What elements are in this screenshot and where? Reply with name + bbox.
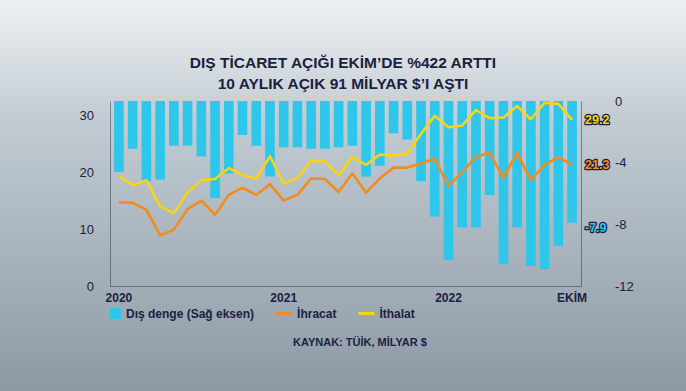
tick-label: 0 bbox=[87, 279, 94, 294]
tick: -12 bbox=[581, 279, 634, 294]
legend-label: Dış denge (Sağ eksen) bbox=[126, 307, 254, 321]
bar bbox=[142, 101, 152, 181]
tick-label: EKİM bbox=[557, 290, 587, 305]
tick-label: 20 bbox=[80, 165, 94, 180]
bar bbox=[334, 101, 344, 147]
legend-item: Dış denge (Sağ eksen) bbox=[110, 307, 254, 321]
bar bbox=[279, 101, 289, 147]
tick-label: 2021 bbox=[270, 291, 297, 305]
title: DIŞ TİCARET AÇIĞI EKİM’DE %422 ARTTI bbox=[190, 54, 496, 71]
axis-line bbox=[110, 102, 111, 287]
axis-line bbox=[581, 102, 582, 287]
data-label: 21.3 bbox=[585, 158, 609, 172]
tick-label: 30 bbox=[80, 108, 94, 123]
bar bbox=[540, 101, 550, 269]
subtitle: 10 AYLIK AÇIK 91 MİLYAR $’I AŞTI bbox=[218, 75, 469, 92]
bar bbox=[128, 101, 138, 149]
legend-label: İthalat bbox=[379, 306, 414, 321]
bar bbox=[348, 101, 358, 146]
legend-swatch bbox=[358, 312, 374, 315]
axis-line bbox=[111, 286, 582, 287]
tick-label: 10 bbox=[80, 222, 94, 237]
tick: 2021 bbox=[270, 286, 297, 305]
y-axis: 0 10 20 30 bbox=[80, 102, 111, 294]
bar bbox=[499, 101, 509, 264]
bars bbox=[114, 101, 577, 269]
tick: 30 bbox=[80, 108, 110, 123]
tick: 10 bbox=[80, 222, 110, 237]
line bbox=[119, 103, 572, 213]
tick-label: -4 bbox=[615, 155, 627, 170]
chart: DIŞ TİCARET AÇIĞI EKİM’DE %422 ARTTI 10 A… bbox=[0, 0, 686, 391]
plot-area bbox=[114, 101, 577, 269]
source: KAYNAK: TÜİK, MİLYAR $ bbox=[293, 336, 427, 348]
tick-label: 2022 bbox=[435, 291, 462, 305]
tick: 0 bbox=[581, 94, 622, 109]
tick: 20 bbox=[80, 165, 110, 180]
data-label: 29.2 bbox=[585, 113, 609, 127]
legend-swatch bbox=[276, 312, 292, 315]
bar bbox=[320, 101, 330, 149]
data-label: -7.9 bbox=[585, 221, 607, 235]
bar bbox=[183, 101, 193, 146]
bar bbox=[554, 101, 564, 246]
legend: Dış denge (Sağ eksen) İhracat İthalat bbox=[110, 306, 415, 321]
tick-label: -12 bbox=[615, 279, 634, 294]
y2-axis: 0 -4 -8 -12 bbox=[581, 94, 634, 294]
bar bbox=[471, 101, 481, 227]
background bbox=[0, 0, 686, 391]
bar bbox=[169, 101, 179, 146]
tick-label: -8 bbox=[615, 217, 627, 232]
legend-item: İhracat bbox=[276, 306, 336, 321]
tick: EKİM bbox=[557, 286, 587, 305]
bar bbox=[293, 101, 303, 147]
bar bbox=[512, 101, 522, 227]
bar bbox=[416, 101, 426, 181]
bar bbox=[238, 101, 248, 135]
legend-label: İhracat bbox=[297, 306, 336, 321]
legend-item: İthalat bbox=[358, 306, 414, 321]
bar bbox=[210, 101, 220, 198]
bar bbox=[402, 101, 412, 140]
bar bbox=[251, 101, 261, 146]
x-axis: 2020 2021 2022 EKİM bbox=[106, 286, 588, 305]
bar bbox=[389, 101, 399, 133]
tick: 2022 bbox=[435, 286, 462, 305]
bar bbox=[526, 101, 536, 266]
legend-swatch bbox=[110, 308, 121, 319]
bar bbox=[306, 101, 316, 149]
tick-label: 2020 bbox=[106, 291, 133, 305]
bar bbox=[224, 101, 234, 173]
bar bbox=[155, 101, 165, 180]
bar bbox=[197, 101, 207, 157]
bar bbox=[114, 101, 124, 172]
tick: 2020 bbox=[106, 286, 133, 305]
tick-label: 0 bbox=[615, 94, 622, 109]
